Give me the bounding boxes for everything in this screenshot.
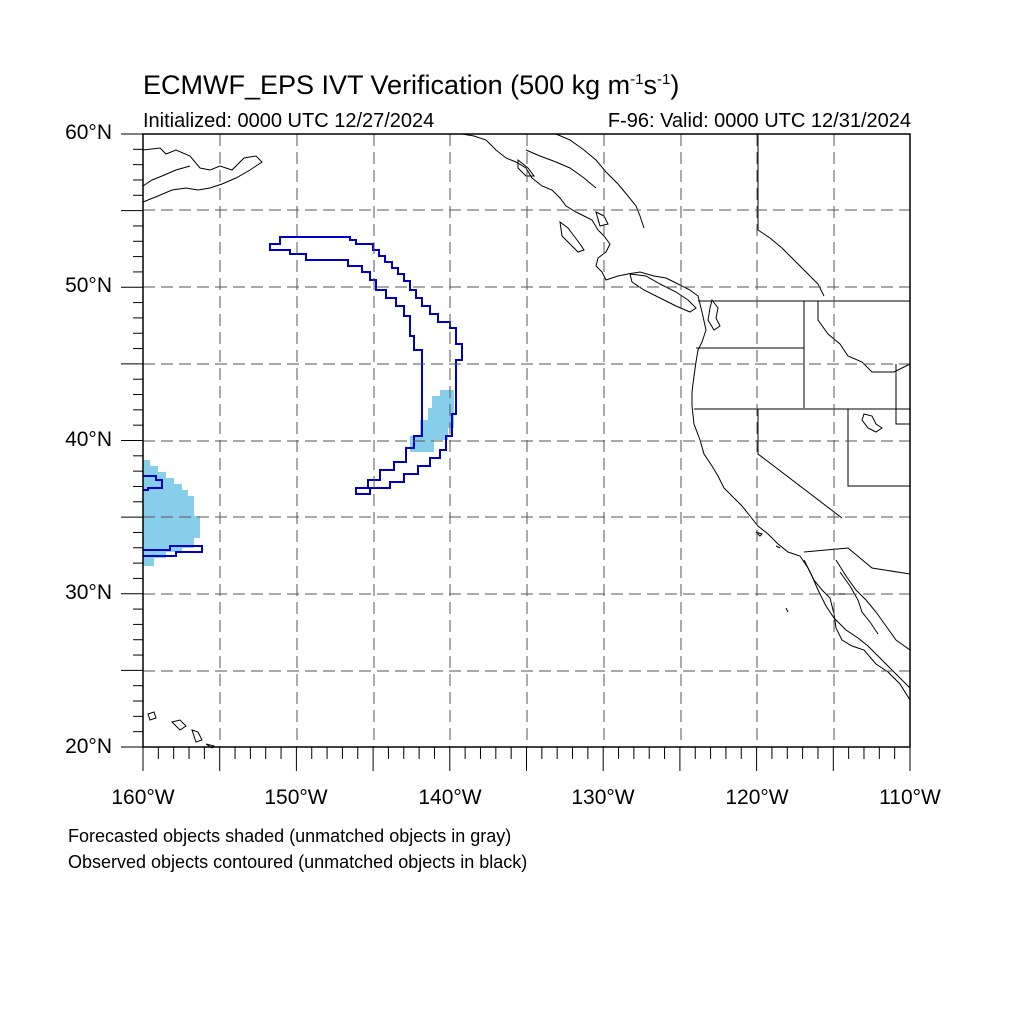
initialized-time: Initialized: 0000 UTC 12/27/2024 xyxy=(143,110,435,132)
lat-label-40n: 40°N xyxy=(65,428,112,451)
lat-label-50n: 50°N xyxy=(65,274,112,297)
vancouver-island xyxy=(629,273,697,313)
state-borders xyxy=(694,301,911,595)
forecast-objects xyxy=(143,390,454,566)
map-title: ECMWF_EPS IVT Verification (500 kg m-1s-… xyxy=(143,70,680,100)
alaska-canada-border xyxy=(525,149,597,189)
valid-time: F-96: Valid: 0000 UTC 12/31/2024 xyxy=(607,110,911,132)
great-salt-lake xyxy=(861,413,883,433)
coast-north-bc xyxy=(555,133,645,229)
bc-islands xyxy=(517,158,609,253)
land-outlines xyxy=(142,133,911,749)
forecast-object-central xyxy=(410,390,454,452)
gulf-of-alaska-coast xyxy=(461,133,911,701)
observed-object-west xyxy=(143,475,203,557)
observed-object-arc xyxy=(269,236,463,495)
axis-ticks xyxy=(121,133,911,771)
gulf-of-california xyxy=(839,571,879,635)
alaska-peninsula-west xyxy=(142,165,191,187)
puget-sound xyxy=(707,298,721,331)
lon-label-120w: 120°W xyxy=(725,786,789,809)
hawaii-islands xyxy=(147,711,215,749)
lon-label-130w: 130°W xyxy=(571,786,635,809)
channel-islands xyxy=(755,531,789,613)
lon-label-150w: 150°W xyxy=(264,786,328,809)
lat-label-30n: 30°N xyxy=(65,581,112,604)
footnote-forecast: Forecasted objects shaded (unmatched obj… xyxy=(68,826,512,846)
footnote-observed: Observed objects contoured (unmatched ob… xyxy=(68,852,528,872)
lat-lon-grid xyxy=(143,134,910,747)
lat-label-20n: 20°N xyxy=(65,735,112,758)
lon-label-110w: 110°W xyxy=(879,786,941,809)
alaska-coast xyxy=(142,147,263,203)
lat-label-60n: 60°N xyxy=(65,121,112,144)
political-boundaries xyxy=(525,134,911,595)
bc-alberta-border xyxy=(757,134,825,297)
lon-label-140w: 140°W xyxy=(418,786,482,809)
observed-objects xyxy=(143,236,463,557)
lon-label-160w: 160°W xyxy=(111,786,175,809)
forecast-object-west xyxy=(143,460,200,566)
baja-california xyxy=(803,559,911,689)
